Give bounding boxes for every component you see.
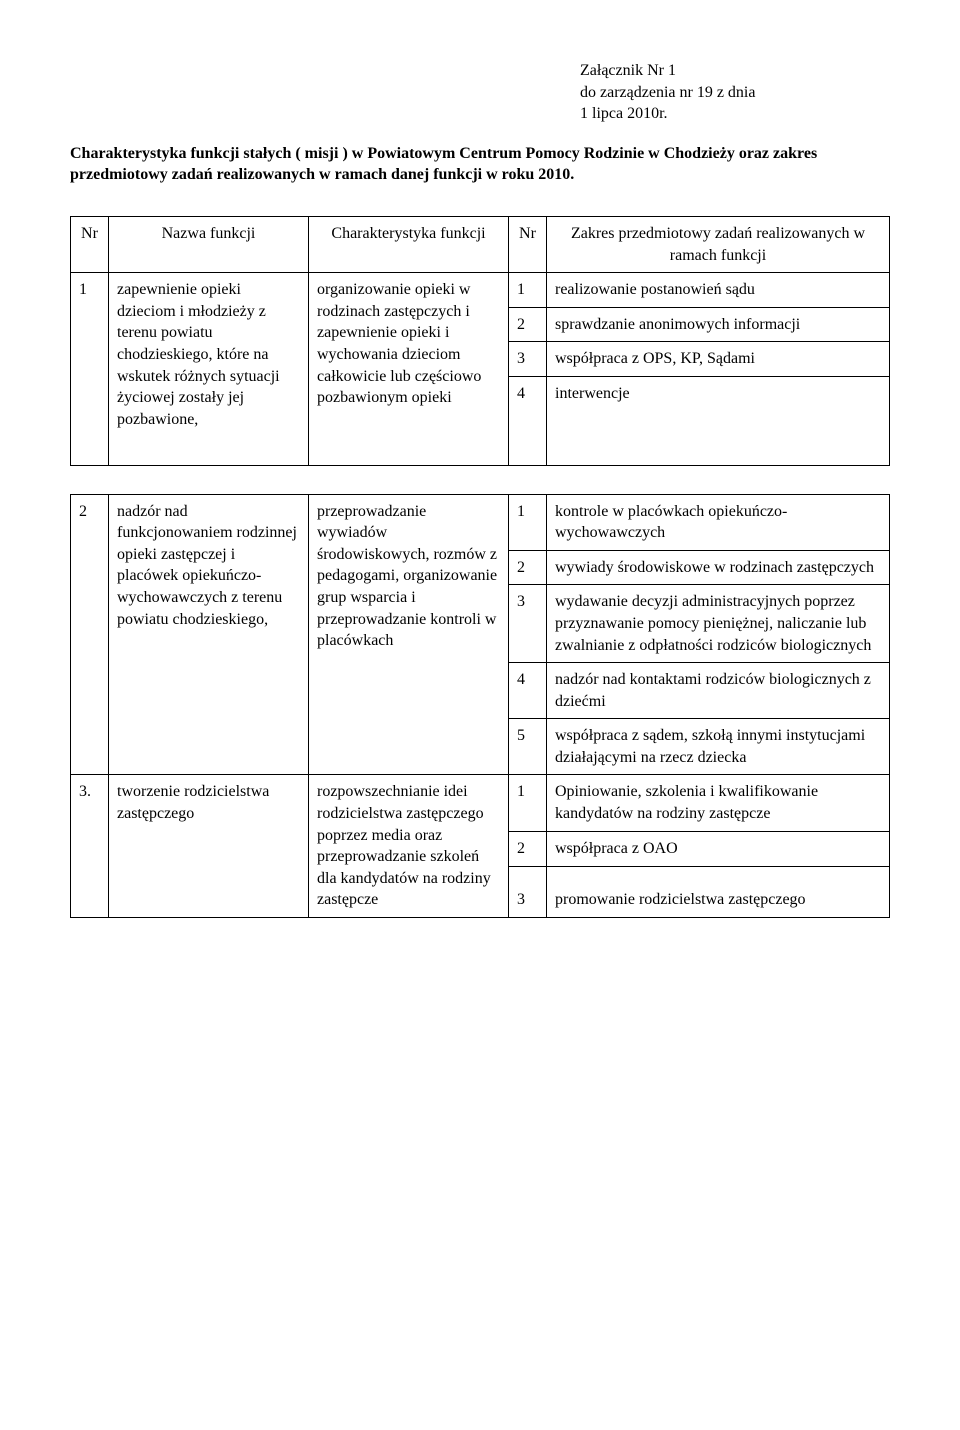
cell-name: zapewnienie opieki dzieciom i młodzieży …	[109, 273, 309, 465]
cell-item-nr: 2	[509, 307, 547, 342]
attachment-header: Załącznik Nr 1 do zarządzenia nr 19 z dn…	[580, 60, 890, 125]
intro-bold: Charakterystyka funkcji stałych ( misji …	[70, 145, 817, 184]
cell-item-nr: 1	[509, 775, 547, 832]
th-zakres: Zakres przedmiotowy zadań realizowanych …	[547, 216, 890, 272]
header-line-3: 1 lipca 2010r.	[580, 103, 890, 125]
th-charakterystyka: Charakterystyka funkcji	[309, 216, 509, 272]
cell-char: rozpowszechnianie idei rodzicielstwa zas…	[309, 775, 509, 918]
cell-item-text: promowanie rodzicielstwa zastępczego	[547, 867, 890, 918]
header-line-2: do zarządzenia nr 19 z dnia	[580, 82, 890, 104]
cell-item-text: realizowanie postanowień sądu	[547, 273, 890, 308]
cell-item-text: współpraca z OPS, KP, Sądami	[547, 342, 890, 377]
cell-item-text: wywiady środowiskowe w rodzinach zastępc…	[547, 550, 890, 585]
table-header-row: Nr Nazwa funkcji Charakterystyka funkcji…	[71, 216, 890, 272]
cell-item-nr: 4	[509, 376, 547, 465]
header-line-1: Załącznik Nr 1	[580, 60, 890, 82]
cell-item-nr: 1	[509, 273, 547, 308]
table-row: 1 zapewnienie opieki dzieciom i młodzież…	[71, 273, 890, 308]
th-nr: Nr	[71, 216, 109, 272]
cell-item-text: nadzór nad kontaktami rodziców biologicz…	[547, 663, 890, 719]
cell-item-nr: 3	[509, 342, 547, 377]
cell-item-text: interwencje	[547, 376, 890, 465]
cell-nr: 2	[71, 494, 109, 775]
cell-item-text: Opiniowanie, szkolenia i kwalifikowanie …	[547, 775, 890, 832]
cell-item-text: współpraca z OAO	[547, 832, 890, 867]
cell-char: przeprowadzanie wywiadów środowiskowych,…	[309, 494, 509, 775]
cell-item-nr: 2	[509, 832, 547, 867]
functions-table-1: Nr Nazwa funkcji Charakterystyka funkcji…	[70, 216, 890, 466]
cell-item-text: współpraca z sądem, szkołą innymi instyt…	[547, 719, 890, 775]
cell-char: organizowanie opieki w rodzinach zastępc…	[309, 273, 509, 465]
th-nazwa: Nazwa funkcji	[109, 216, 309, 272]
cell-item-nr: 2	[509, 550, 547, 585]
cell-name: tworzenie rodzicielstwa zastępczego	[109, 775, 309, 918]
cell-item-nr: 4	[509, 663, 547, 719]
cell-name: nadzór nad funkcjonowaniem rodzinnej opi…	[109, 494, 309, 775]
cell-item-nr: 1	[509, 494, 547, 550]
intro-paragraph: Charakterystyka funkcji stałych ( misji …	[70, 143, 890, 186]
table-row: 2 nadzór nad funkcjonowaniem rodzinnej o…	[71, 494, 890, 550]
cell-item-text: sprawdzanie anonimowych informacji	[547, 307, 890, 342]
cell-item-nr: 3	[509, 867, 547, 918]
cell-item-text: wydawanie decyzji administracyjnych popr…	[547, 585, 890, 663]
table-row: 3. tworzenie rodzicielstwa zastępczego r…	[71, 775, 890, 832]
functions-table-2: 2 nadzór nad funkcjonowaniem rodzinnej o…	[70, 494, 890, 919]
cell-item-nr: 3	[509, 585, 547, 663]
cell-nr: 1	[71, 273, 109, 465]
cell-item-text: kontrole w placówkach opiekuńczo-wychowa…	[547, 494, 890, 550]
th-nr2: Nr	[509, 216, 547, 272]
cell-nr: 3.	[71, 775, 109, 918]
cell-item-nr: 5	[509, 719, 547, 775]
